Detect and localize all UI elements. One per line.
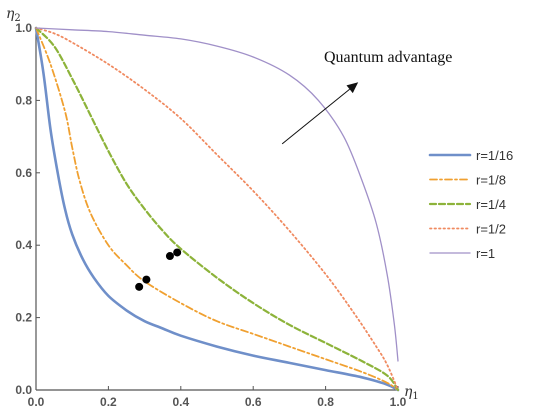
x-tick-label: 0.6 — [245, 395, 262, 409]
series-lines — [36, 28, 398, 390]
series-line-3 — [36, 28, 398, 390]
scatter-point — [135, 283, 143, 291]
scatter-point — [173, 248, 181, 256]
scatter-point — [142, 276, 150, 284]
legend: r=1/16 r=1/8 r=1/4 r=1/2 r=1 — [430, 148, 513, 261]
y-tick-label: 0.8 — [15, 93, 32, 107]
legend-label: r=1 — [476, 246, 495, 261]
x-tick-label: 0.0 — [28, 395, 45, 409]
y-axis-label: η2 — [6, 6, 21, 24]
series-line-1 — [36, 28, 398, 390]
annotation-arrow — [282, 82, 358, 144]
ticks: 0.0 0.2 0.4 0.6 0.8 1.00.00.20.40.60.81.0 — [15, 21, 406, 409]
annotation-text: Quantum advantage — [324, 49, 452, 66]
series-line-2 — [36, 28, 398, 390]
legend-label: r=1/16 — [476, 148, 513, 163]
scatter-points — [135, 248, 181, 290]
series-line-5 — [36, 28, 398, 361]
axes — [36, 28, 398, 390]
legend-label: r=1/8 — [476, 173, 506, 188]
y-tick-label: 0.0 — [15, 383, 32, 397]
y-tick-label: 0.4 — [15, 238, 32, 252]
x-tick-label: 0.2 — [100, 395, 117, 409]
y-tick-label: 0.6 — [15, 166, 32, 180]
legend-label: r=1/4 — [476, 197, 506, 212]
scatter-point — [166, 252, 174, 260]
x-axis-label: η1 — [404, 384, 419, 402]
y-tick-label: 0.2 — [15, 311, 32, 325]
series-line-4 — [36, 28, 398, 390]
legend-label: r=1/2 — [476, 222, 506, 237]
x-tick-label: 0.8 — [317, 395, 334, 409]
x-tick-label: 0.4 — [172, 395, 189, 409]
arrow-head — [346, 82, 358, 93]
